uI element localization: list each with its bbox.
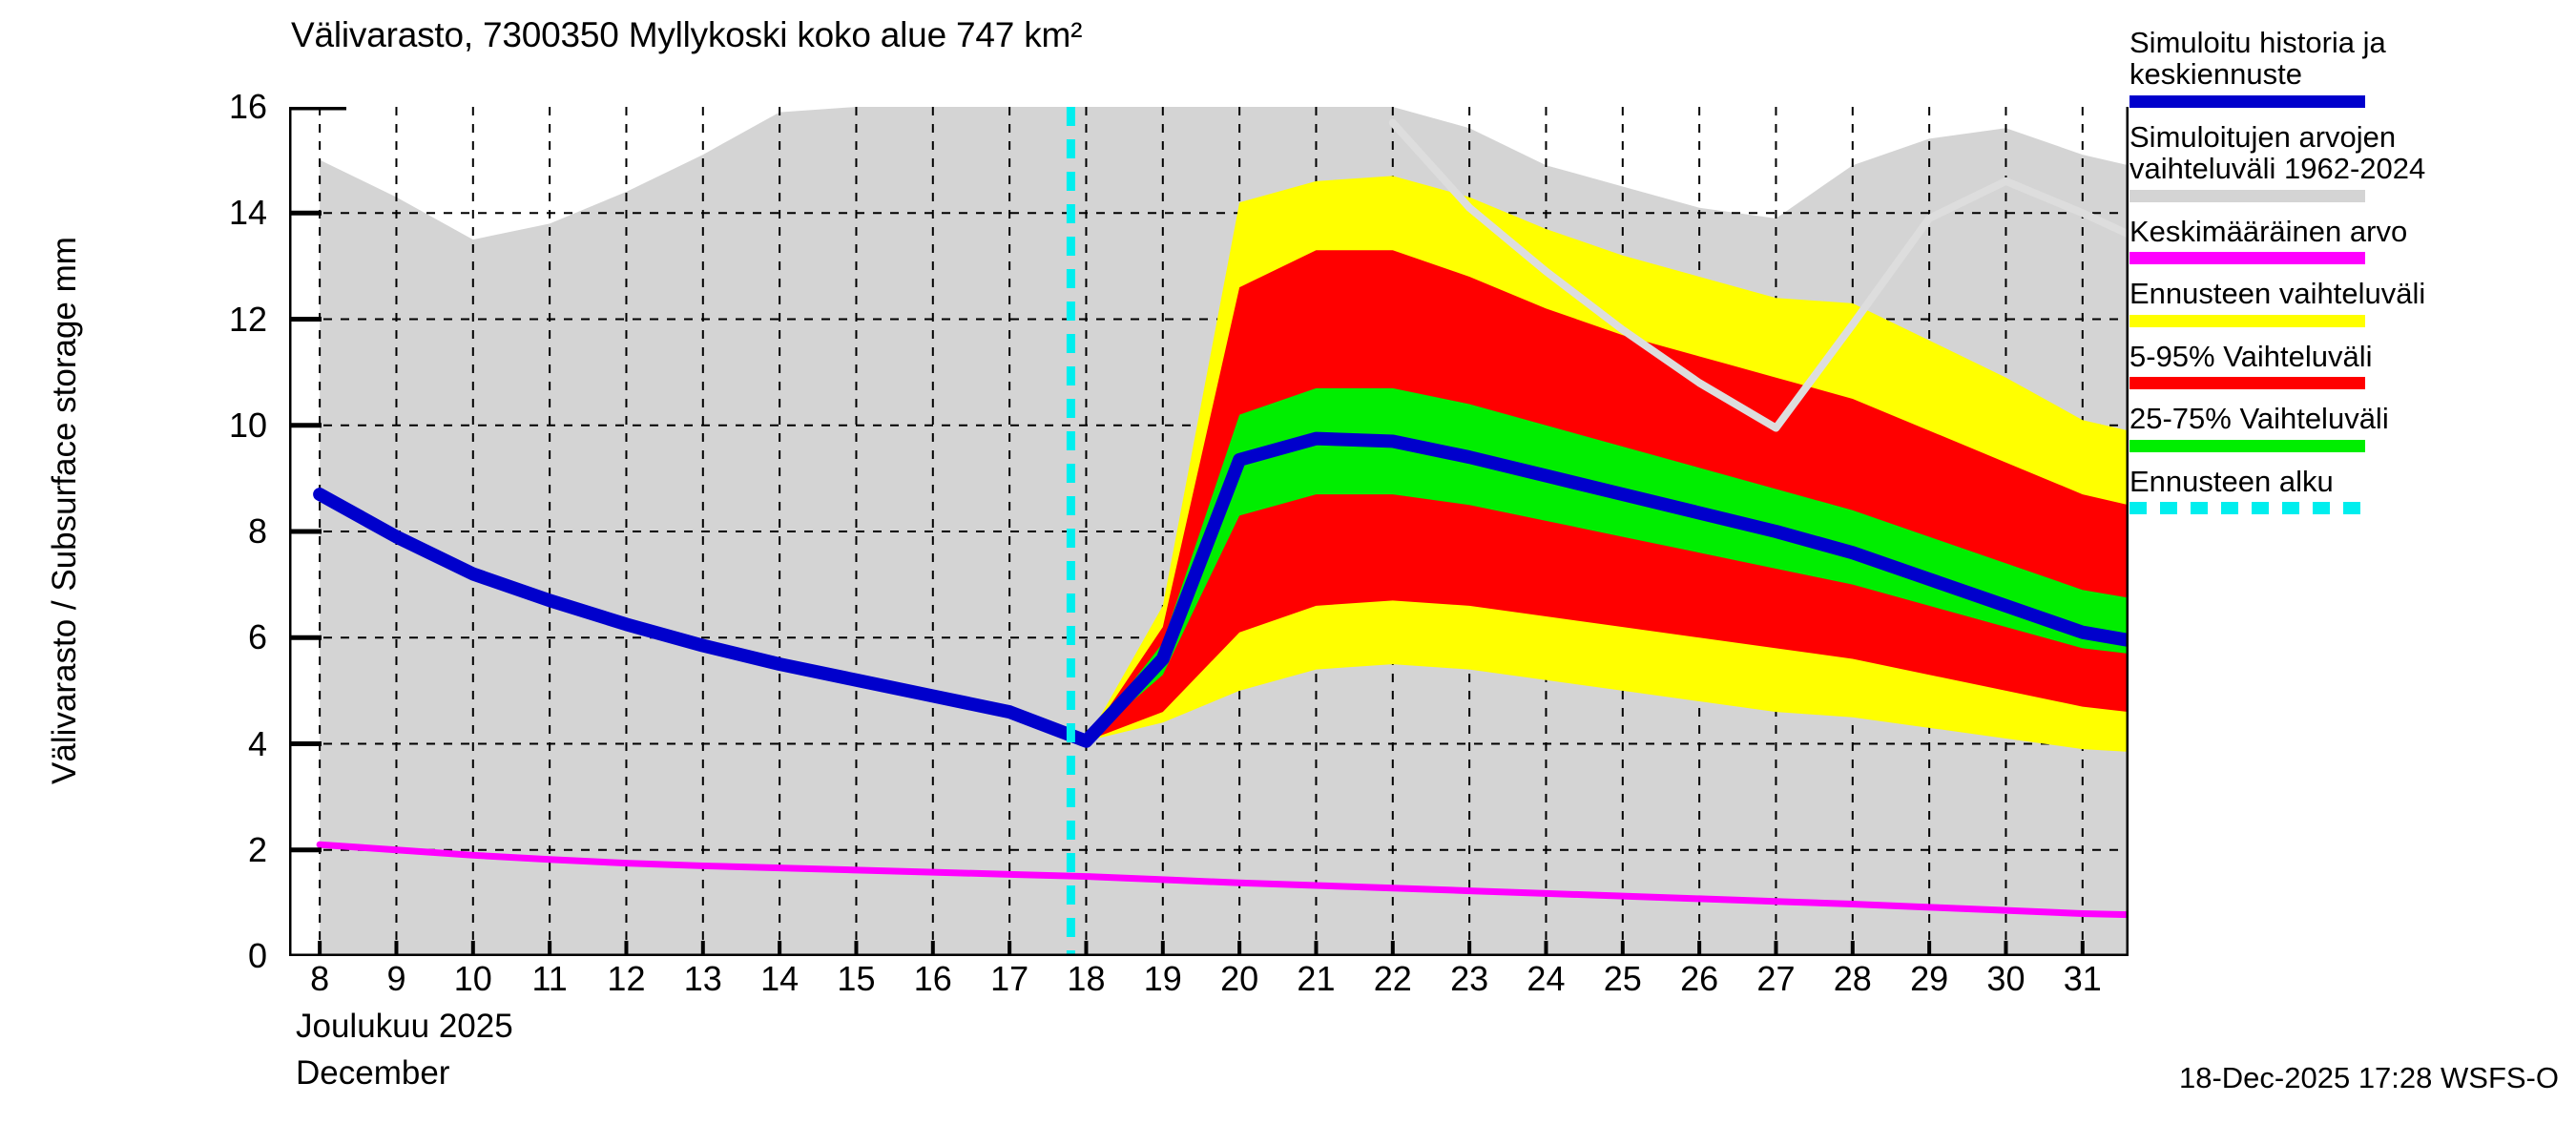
legend-item: 25-75% Vaihteluväli <box>2129 402 2568 452</box>
page-title: Välivarasto, 7300350 Myllykoski koko alu… <box>291 15 1083 54</box>
x-tick-label: 18 <box>1067 959 1106 998</box>
x-tick-label: 31 <box>2063 959 2102 998</box>
x-tick-label: 20 <box>1220 959 1259 998</box>
legend-item-label: 25-75% Vaihteluväli <box>2129 402 2389 436</box>
x-tick-label: 9 <box>386 959 406 998</box>
legend-item-label: Keskimääräinen arvo <box>2129 214 2408 248</box>
legend-item: Simuloitujen arvojen vaihteluväli 1962-2… <box>2129 121 2568 202</box>
x-tick-label: 30 <box>1986 959 2025 998</box>
legend-item-label: 5-95% Vaihteluväli <box>2129 339 2373 373</box>
y-axis-title: Välivarasto / Subsurface storage mm <box>46 237 83 784</box>
legend-item: Ennusteen alku <box>2129 464 2568 515</box>
x-axis-month-en: December <box>296 1054 450 1092</box>
mean-forecast-line <box>313 431 2129 748</box>
x-axis-ticks: 8 9 10 11 12 13 14 15 16 17 18 19 20 21 22 23 24 25 26 27 28… <box>289 962 2129 1008</box>
x-tick-label: 21 <box>1297 959 1336 998</box>
x-tick-label: 29 <box>1910 959 1949 998</box>
mean-forecast-swatch <box>2129 94 2365 108</box>
x-tick-label: 11 <box>531 959 568 998</box>
forecast-range-swatch <box>2129 314 2365 327</box>
chart-plot-area <box>289 107 2129 956</box>
y-tick-label: 14 <box>228 193 267 233</box>
x-tick-label: 12 <box>607 959 646 998</box>
x-tick-label: 16 <box>913 959 952 998</box>
legend-item-label: Simuloitu historia ja keskiennuste <box>2129 26 2386 92</box>
legend-item: Ennusteen vaihteluväli <box>2129 277 2568 327</box>
y-tick-label: 4 <box>247 723 267 763</box>
x-tick-label: 15 <box>837 959 876 998</box>
simulated-light-line <box>1388 118 2129 432</box>
legend-item-label: Ennusteen vaihteluväli <box>2129 277 2426 311</box>
chart-legend: Simuloitu historia ja keskiennuste Simulo… <box>2129 27 2568 528</box>
y-tick-label: 0 <box>247 936 267 975</box>
legend-item: Simuloitu historia ja keskiennuste <box>2129 27 2568 108</box>
x-tick-label: 13 <box>683 959 722 998</box>
simulated-range-swatch <box>2129 189 2365 202</box>
y-tick-label: 6 <box>247 617 267 657</box>
legend-item: 5-95% Vaihteluväli <box>2129 339 2568 390</box>
legend-item: Keskimääräinen arvo <box>2129 214 2568 265</box>
x-tick-label: 10 <box>453 959 492 998</box>
legend-item-label: Simuloitujen arvojen vaihteluväli 1962-2… <box>2129 119 2426 186</box>
range-25-75-band <box>1086 387 2129 741</box>
average-value-line <box>316 841 2129 919</box>
plot-frame <box>289 107 2129 956</box>
range-25-75-swatch <box>2129 439 2365 452</box>
x-tick-label: 19 <box>1143 959 1182 998</box>
x-tick-label: 17 <box>990 959 1029 998</box>
x-axis-month-fi: Joulukuu 2025 <box>296 1008 513 1045</box>
forecast-start-swatch <box>2129 502 2365 515</box>
y-tick-label: 2 <box>247 829 267 869</box>
x-tick-label: 28 <box>1833 959 1872 998</box>
x-tick-label: 24 <box>1527 959 1566 998</box>
timestamp-label: 18-Dec-2025 17:28 WSFS-O <box>2178 1061 2559 1094</box>
chart-canvas <box>289 107 2129 956</box>
y-tick-label: 16 <box>228 87 267 126</box>
y-axis-ticks: 0 2 4 6 8 10 12 14 16 <box>172 90 267 973</box>
y-tick-label: 12 <box>228 299 267 339</box>
y-tick-label: 10 <box>228 405 267 445</box>
x-tick-label: 8 <box>310 959 330 998</box>
x-tick-label: 26 <box>1680 959 1719 998</box>
legend-item-label: Ennusteen alku <box>2129 464 2334 498</box>
x-tick-label: 22 <box>1373 959 1412 998</box>
x-tick-label: 25 <box>1603 959 1642 998</box>
y-tick-label: 8 <box>247 511 267 551</box>
x-tick-label: 14 <box>760 959 800 998</box>
average-value-swatch <box>2129 252 2365 265</box>
x-tick-label: 23 <box>1450 959 1489 998</box>
range-5-95-swatch <box>2129 377 2365 390</box>
x-tick-label: 27 <box>1756 959 1796 998</box>
